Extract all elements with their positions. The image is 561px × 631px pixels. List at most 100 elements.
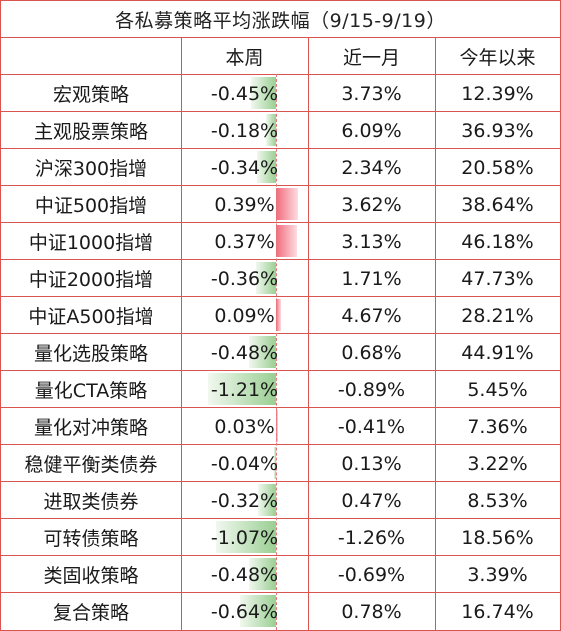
month-change-cell: -0.69% [308, 556, 435, 593]
month-change-cell-text: -1.26% [337, 526, 406, 549]
month-change-cell-text: 1.71% [341, 267, 402, 290]
week-change-cell: -1.21% [181, 371, 308, 408]
week-change-cell-text: 0.09% [214, 304, 275, 327]
week-change-cell-text: -0.18% [210, 119, 279, 142]
ytd-change-cell-text: 44.91% [461, 341, 534, 364]
header-row: 本周 近一月 今年以来 [1, 37, 560, 75]
month-change-cell: 4.67% [308, 297, 435, 334]
strategy-name-cell-text: 进取类债券 [43, 491, 139, 513]
table-row: 复合策略 -0.64% 0.78% 16.74% [1, 592, 560, 630]
week-change-cell: 0.39% [181, 186, 308, 223]
header-month: 近一月 [342, 47, 400, 69]
ytd-change-cell: 8.53% [435, 482, 560, 519]
ytd-change-cell: 18.56% [435, 519, 560, 556]
strategy-name-cell: 量化CTA策略 [1, 371, 181, 408]
strategy-name-cell-text: 量化CTA策略 [34, 380, 148, 402]
negative-data-bar [265, 114, 276, 146]
strategy-name-cell: 沪深300指增 [1, 149, 181, 186]
ytd-change-cell: 47.73% [435, 260, 560, 297]
month-change-cell-text: 4.67% [341, 304, 402, 327]
column-divider [308, 37, 309, 630]
week-change-cell: 0.37% [181, 223, 308, 260]
negative-data-bar [249, 336, 276, 368]
ytd-change-cell: 7.36% [435, 408, 560, 445]
month-change-cell-text: 0.47% [341, 489, 402, 512]
month-change-cell: 1.71% [308, 260, 435, 297]
week-change-cell-text: 0.03% [214, 415, 275, 438]
negative-data-bar [255, 262, 276, 294]
table-row: 沪深300指增 -0.34% 2.34% 20.58% [1, 148, 560, 186]
negative-data-bar [240, 595, 276, 627]
strategy-name-cell: 中证500指增 [1, 186, 181, 223]
ytd-change-cell-text: 3.39% [467, 563, 528, 586]
table-row: 中证2000指增 -0.36% 1.71% 47.73% [1, 259, 560, 297]
month-change-cell-text: 2.34% [341, 156, 402, 179]
week-change-cell-text: -0.48% [210, 341, 279, 364]
table-row: 进取类债券 -0.32% 0.47% 8.53% [1, 481, 560, 519]
column-divider [181, 37, 182, 630]
column-divider [435, 37, 436, 630]
ytd-change-cell-text: 28.21% [461, 304, 534, 327]
ytd-change-cell: 5.45% [435, 371, 560, 408]
week-change-cell-text: 0.39% [214, 193, 275, 216]
negative-data-bar [273, 447, 276, 479]
month-change-cell-text: -0.89% [337, 378, 406, 401]
month-change-cell-text: 0.13% [341, 452, 402, 475]
table-row: 量化对冲策略 0.03% -0.41% 7.36% [1, 407, 560, 445]
table-row: 主观股票策略 -0.18% 6.09% 36.93% [1, 111, 560, 149]
month-change-cell: -1.26% [308, 519, 435, 556]
month-change-cell: -0.89% [308, 371, 435, 408]
week-change-cell: -0.04% [181, 445, 308, 482]
month-change-cell-text: 3.13% [341, 230, 402, 253]
strategy-name-cell-text: 复合策略 [52, 602, 129, 624]
strategy-name-cell-text: 类固收策略 [43, 565, 139, 587]
week-change-cell: 0.03% [181, 408, 308, 445]
table-row: 量化CTA策略 -1.21% -0.89% 5.45% [1, 370, 560, 408]
month-change-cell: 6.09% [308, 112, 435, 149]
negative-data-bar [250, 77, 276, 109]
week-change-cell: -0.36% [181, 260, 308, 297]
month-change-cell: 0.13% [308, 445, 435, 482]
positive-data-bar [276, 188, 298, 220]
month-change-cell-text: -0.69% [337, 563, 406, 586]
positive-data-bar [276, 225, 297, 257]
strategy-name-cell: 中证1000指增 [1, 223, 181, 260]
strategy-name-cell: 量化对冲策略 [1, 408, 181, 445]
negative-data-bar [216, 521, 276, 553]
table-row: 中证500指增 0.39% 3.62% 38.64% [1, 185, 560, 223]
negative-data-bar [256, 151, 276, 183]
week-change-cell-text: -0.04% [210, 452, 279, 475]
week-change-cell-text: -1.07% [210, 526, 279, 549]
table-row: 可转债策略 -1.07% -1.26% 18.56% [1, 518, 560, 556]
ytd-change-cell-text: 7.36% [467, 415, 528, 438]
strategy-name-cell: 复合策略 [1, 593, 181, 630]
week-change-cell-text: -0.48% [210, 563, 279, 586]
strategy-name-cell: 进取类债券 [1, 482, 181, 519]
header-week: 本周 [225, 47, 264, 69]
strategy-name-cell-text: 量化选股策略 [33, 343, 148, 365]
ytd-change-cell: 3.39% [435, 556, 560, 593]
ytd-change-cell-text: 12.39% [461, 82, 534, 105]
header-ytd: 今年以来 [459, 47, 536, 69]
ytd-change-cell: 36.93% [435, 112, 560, 149]
ytd-change-cell-text: 5.45% [467, 378, 528, 401]
week-change-cell-text: -0.32% [210, 489, 279, 512]
ytd-change-cell-text: 18.56% [461, 526, 534, 549]
ytd-change-cell: 12.39% [435, 75, 560, 112]
month-change-cell: 0.78% [308, 593, 435, 630]
strategy-name-cell-text: 中证2000指增 [28, 269, 154, 291]
month-change-cell: -0.41% [308, 408, 435, 445]
table-row: 宏观策略 -0.45% 3.73% 12.39% [1, 74, 560, 112]
month-change-cell: 0.68% [308, 334, 435, 371]
header-blank [1, 38, 181, 75]
week-change-cell: -0.48% [181, 556, 308, 593]
month-change-cell-text: 3.62% [341, 193, 402, 216]
month-change-cell-text: 0.68% [341, 341, 402, 364]
table-row: 类固收策略 -0.48% -0.69% 3.39% [1, 555, 560, 593]
table-row: 中证A500指增 0.09% 4.67% 28.21% [1, 296, 560, 334]
positive-data-bar [276, 299, 282, 331]
strategy-name-cell: 宏观策略 [1, 75, 181, 112]
table-row: 稳健平衡类债券 -0.04% 0.13% 3.22% [1, 444, 560, 482]
ytd-change-cell-text: 47.73% [461, 267, 534, 290]
